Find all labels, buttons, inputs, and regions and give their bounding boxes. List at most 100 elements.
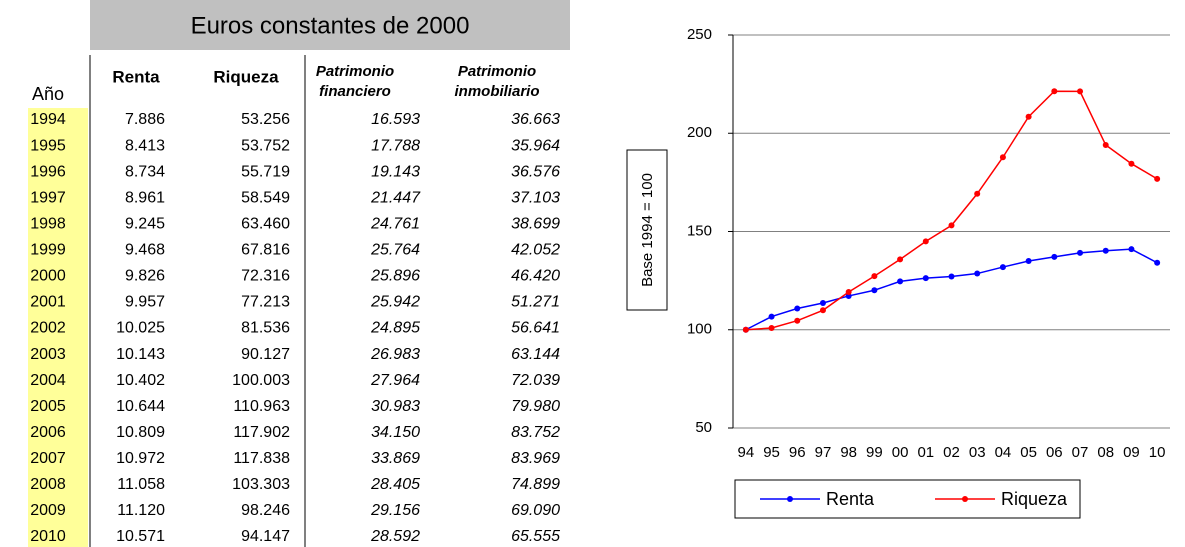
x-tick-label: 98 <box>840 444 857 461</box>
table-cell: 8.961 <box>125 189 165 206</box>
data-point <box>1077 88 1084 95</box>
table-cell: 63.144 <box>511 346 560 363</box>
x-tick-label: 09 <box>1123 444 1140 461</box>
table-cell: 117.838 <box>233 450 290 467</box>
table-cell: 16.593 <box>371 111 420 128</box>
year-cell: 2001 <box>30 294 66 311</box>
table-cell: 53.256 <box>241 111 290 128</box>
table-cell: 29.156 <box>370 502 420 519</box>
table-cell: 33.869 <box>371 450 420 467</box>
year-cell: 2006 <box>30 424 66 441</box>
table-cell: 67.816 <box>241 242 290 259</box>
table-cell: 25.764 <box>370 242 420 259</box>
year-cell: 2000 <box>30 268 66 285</box>
data-point <box>1154 175 1161 182</box>
table-cell: 83.969 <box>511 450 560 467</box>
year-cell: 1999 <box>30 242 66 259</box>
table-cell: 9.957 <box>125 294 165 311</box>
table-cell: 72.039 <box>511 372 560 389</box>
data-point <box>742 326 749 333</box>
year-cell: 2005 <box>30 398 66 415</box>
year-cell: 1998 <box>30 215 66 232</box>
data-point <box>922 275 929 282</box>
legend-label: Riqueza <box>1001 489 1068 509</box>
data-point <box>999 264 1006 271</box>
x-tick-label: 94 <box>738 444 755 461</box>
table-cell: 21.447 <box>370 189 421 206</box>
series-line <box>745 90 1158 331</box>
data-point <box>1025 113 1032 120</box>
table-cell: 10.644 <box>116 398 165 415</box>
table-cell: 72.316 <box>241 268 290 285</box>
table-cell: 24.895 <box>370 320 420 337</box>
table-cell: 81.536 <box>241 320 290 337</box>
year-cell: 2003 <box>30 346 66 363</box>
table-cell: 110.963 <box>233 398 290 415</box>
table-cell: 65.555 <box>511 528 560 545</box>
table-cell: 35.964 <box>511 137 560 154</box>
table-cell: 63.460 <box>241 215 290 232</box>
column-header: Riqueza <box>213 67 279 86</box>
data-point <box>897 256 904 263</box>
table-cell: 19.143 <box>371 163 420 180</box>
data-point <box>1077 249 1084 256</box>
table-cell: 7.886 <box>125 111 165 128</box>
column-header: Renta <box>112 67 160 86</box>
year-cell: 2008 <box>30 476 66 493</box>
table-cell: 74.899 <box>511 476 560 493</box>
year-cell: 2010 <box>30 528 66 545</box>
y-axis-label: Base 1994 = 100 <box>639 173 656 287</box>
year-cell: 1997 <box>30 189 66 206</box>
table-cell: 38.699 <box>511 215 560 232</box>
data-point <box>1128 246 1135 253</box>
table-cell: 94.147 <box>241 528 290 545</box>
x-tick-label: 95 <box>763 444 780 461</box>
data-point <box>794 317 801 324</box>
data-point <box>819 300 826 307</box>
table-cell: 34.150 <box>371 424 420 441</box>
table-cell: 10.402 <box>116 372 165 389</box>
table-cell: 36.576 <box>511 163 560 180</box>
column-header: financiero <box>319 83 391 100</box>
year-cell: 2009 <box>30 502 66 519</box>
table-cell: 37.103 <box>511 189 560 206</box>
data-point <box>974 190 981 197</box>
column-header: Año <box>32 84 64 104</box>
table-cell: 17.788 <box>371 137 420 154</box>
header-band <box>90 0 570 50</box>
data-point <box>897 278 904 285</box>
x-tick-label: 02 <box>943 444 960 461</box>
data-point <box>1051 88 1058 95</box>
x-tick-label: 07 <box>1072 444 1089 461</box>
y-tick-label: 150 <box>687 222 712 239</box>
data-point <box>871 273 878 280</box>
data-point <box>768 324 775 331</box>
x-tick-label: 05 <box>1020 444 1037 461</box>
x-tick-label: 97 <box>815 444 832 461</box>
x-tick-label: 04 <box>995 444 1012 461</box>
table-cell: 46.420 <box>511 268 560 285</box>
data-point <box>845 289 852 296</box>
data-point <box>768 313 775 320</box>
year-cell: 1995 <box>30 137 66 154</box>
table-cell: 24.761 <box>370 215 420 232</box>
data-point <box>974 270 981 277</box>
data-point <box>922 238 929 245</box>
table-cell: 28.405 <box>370 476 420 493</box>
year-cell: 2002 <box>30 320 66 337</box>
data-point <box>999 154 1006 161</box>
data-point <box>948 222 955 229</box>
y-tick-label: 200 <box>687 124 712 141</box>
table-cell: 27.964 <box>370 372 420 389</box>
table-cell: 79.980 <box>511 398 560 415</box>
data-point <box>1102 142 1109 149</box>
y-tick-label: 250 <box>687 26 712 43</box>
x-tick-label: 96 <box>789 444 806 461</box>
x-tick-label: 99 <box>866 444 883 461</box>
data-point <box>948 273 955 280</box>
table-title: Euros constantes de 2000 <box>191 12 470 39</box>
table-cell: 10.025 <box>116 320 165 337</box>
legend-marker <box>962 496 968 502</box>
table-cell: 51.271 <box>511 294 560 311</box>
